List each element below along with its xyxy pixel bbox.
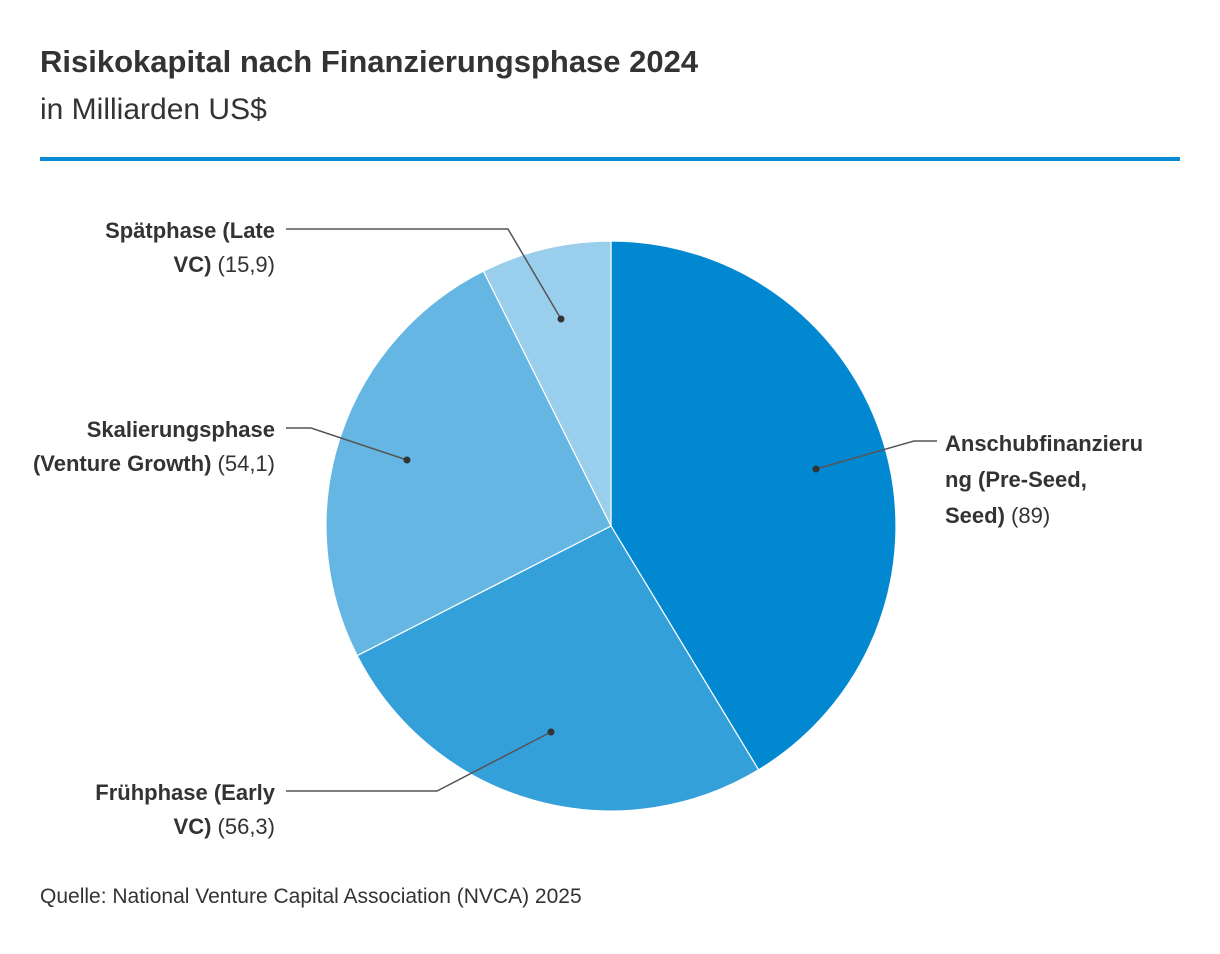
slice-label-fr-hphase-early-vc-line-1: Frühphase (Early xyxy=(95,780,275,805)
leader-dot-fr-hphase-early-vc xyxy=(547,728,555,736)
pie-slice-fr-hphase-early-vc xyxy=(356,525,760,812)
slice-label-anschubfinanzierung-pre-seed-seed-line-1: Anschubfinanzieru xyxy=(945,431,1143,456)
title-divider xyxy=(40,157,1180,161)
slice-value-fr-hphase-early-vc: (56,3) xyxy=(211,814,275,839)
slice-label-skalierungsphase-venture-growth-line-1: Skalierungsphase xyxy=(87,417,275,442)
chart-subtitle: in Milliarden US$ xyxy=(40,93,267,126)
leader-dot-anschubfinanzierung-pre-seed-seed xyxy=(812,465,820,473)
leader-dot-sp-tphase-late-vc xyxy=(557,315,565,323)
slice-labels: Anschubfinanzieru ng (Pre-Seed, Seed) (89)… xyxy=(33,218,1143,839)
slice-label-anschubfinanzierung-pre-seed-seed-line-2: ng (Pre-Seed, xyxy=(945,467,1087,492)
pie-slices xyxy=(325,240,897,812)
slice-label-anschubfinanzierung-pre-seed-seed-line-3: Seed) (89) xyxy=(945,503,1050,528)
leader-line-fr-hphase-early-vc xyxy=(286,731,552,792)
leader-line-skalierungsphase-venture-growth xyxy=(286,427,408,461)
leader-dot-skalierungsphase-venture-growth xyxy=(403,456,411,464)
slice-value-anschubfinanzierung-pre-seed-seed: (89) xyxy=(1005,503,1050,528)
pie-slice-sp-tphase-late-vc xyxy=(482,240,612,527)
source-note: Quelle: National Venture Capital Associa… xyxy=(40,885,582,908)
slice-label-fr-hphase-early-vc-line-2: VC) (56,3) xyxy=(174,814,275,839)
slice-label-sp-tphase-late-vc-line-1: Spätphase (Late xyxy=(105,218,275,243)
leader-lines xyxy=(286,228,937,792)
slice-label-skalierungsphase-venture-growth-line-2: (Venture Growth) (54,1) xyxy=(33,451,275,476)
slice-label-sp-tphase-late-vc-line-2: VC) (15,9) xyxy=(174,252,275,277)
chart-title: Risikokapital nach Finanzierungsphase 20… xyxy=(40,44,699,79)
slice-value-skalierungsphase-venture-growth: (54,1) xyxy=(211,451,275,476)
slice-value-sp-tphase-late-vc: (15,9) xyxy=(211,252,275,277)
leader-line-sp-tphase-late-vc xyxy=(286,228,562,320)
leader-line-anschubfinanzierung-pre-seed-seed xyxy=(815,440,937,470)
